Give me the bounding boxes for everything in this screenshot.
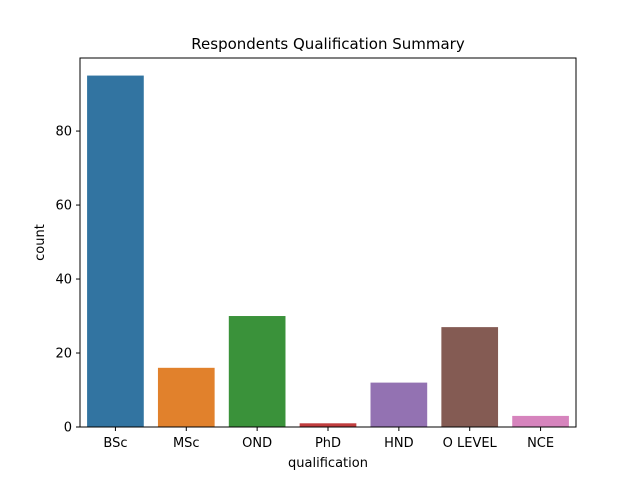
bar-bsc [87, 75, 144, 428]
bar-ond [228, 316, 286, 427]
y-tick-label: 0 [64, 421, 72, 436]
y-axis-ticks: 0 20 40 60 80 [55, 125, 80, 436]
bar-phd [299, 423, 357, 427]
bar-o-level [441, 327, 499, 427]
x-tick-label: BSc [103, 436, 127, 451]
x-tick-label: MSc [173, 436, 200, 451]
bar-hnd [370, 382, 428, 427]
y-tick-label: 80 [55, 125, 72, 140]
y-tick-label: 20 [55, 347, 72, 362]
bar-nce [512, 415, 569, 427]
bar-msc [157, 367, 215, 427]
y-axis-label: count [33, 224, 48, 261]
x-tick-label: OND [242, 436, 272, 451]
chart-title: Respondents Qualification Summary [191, 35, 465, 53]
plot-frame [79, 57, 577, 428]
bars-group [87, 75, 569, 428]
x-tick-label: HND [384, 436, 414, 451]
x-axis-ticks: BSc MSc OND PhD HND O LEVEL NCE [103, 427, 554, 451]
y-tick-label: 40 [55, 273, 72, 288]
x-tick-label: O LEVEL [443, 436, 498, 451]
x-axis-label: qualification [288, 456, 368, 471]
x-tick-label: NCE [527, 436, 554, 451]
x-tick-label: PhD [315, 436, 341, 451]
y-tick-label: 60 [55, 199, 72, 214]
